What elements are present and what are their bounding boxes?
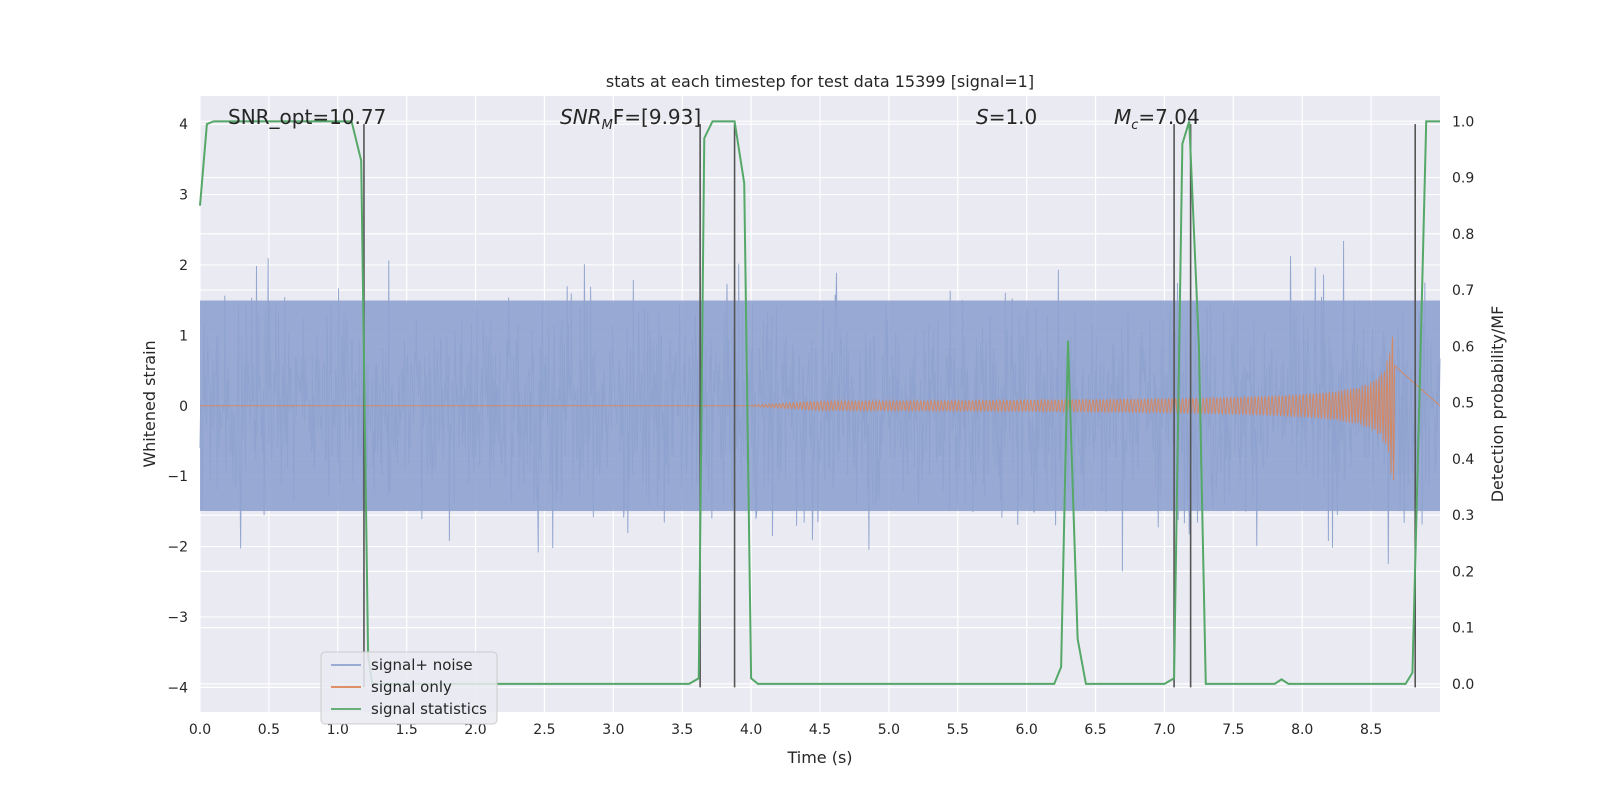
signal-only-line [200, 336, 1441, 481]
y-axis-right-label: Detection probability/MF [1488, 306, 1507, 503]
y-tick-label: −3 [167, 610, 188, 626]
x-tick-label: 2.5 [533, 722, 555, 738]
annotation-mc-rest: =7.04 [1138, 105, 1199, 129]
y-tick-label-right: 0.5 [1452, 396, 1474, 412]
y-tick-label-right: 0.1 [1452, 621, 1474, 637]
y-tick-label: −1 [167, 469, 188, 485]
x-tick-label: 1.5 [396, 722, 418, 738]
x-tick-label: 4.5 [809, 722, 831, 738]
x-tick-label: 8.0 [1291, 722, 1313, 738]
x-axis-ticks: 0.0 0.5 1.0 1.5 2.0 2.5 3.0 3.5 4.0 4.5 5.0 5.5 6.0 6… [189, 722, 1382, 738]
annotation-snr-mf-main: SNR [560, 105, 602, 129]
annotation-snr-opt: SNR_opt=10.77 [228, 105, 386, 129]
x-tick-label: 3.5 [671, 722, 693, 738]
x-tick-label: 5.5 [947, 722, 969, 738]
y-tick-label-right: 1.0 [1452, 114, 1474, 130]
y-tick-label-right: 0.4 [1452, 452, 1474, 468]
x-tick-label: 6.5 [1084, 722, 1106, 738]
y-tick-label: 0 [179, 399, 188, 415]
y-tick-label: −2 [167, 540, 188, 556]
legend-label-signal-statistics: signal statistics [371, 700, 487, 718]
y-axis-ticks: 4 3 2 1 0 −1 −2 −3 −4 [167, 117, 188, 696]
y-tick-label-right: 0.0 [1452, 677, 1474, 693]
annotation-mc-main: M [1114, 105, 1131, 129]
y-axis-label: Whitened strain [140, 340, 159, 467]
x-tick-label: 1.0 [327, 722, 349, 738]
x-tick-label: 3.0 [602, 722, 624, 738]
x-tick-label: 7.0 [1153, 722, 1175, 738]
annotation-snr-mf: SNRMF=[9.93] [560, 105, 701, 133]
y-tick-label-right: 0.2 [1452, 564, 1474, 580]
signal-statistics-line [199, 120, 1440, 685]
y-tick-label-right: 0.9 [1452, 171, 1474, 187]
y-tick-label: 3 [179, 188, 188, 204]
x-axis-label: Time (s) [786, 748, 852, 767]
signal-statistics-series [199, 120, 1440, 685]
annotation-snr-mf-rest: F=[9.93] [613, 105, 701, 129]
y-tick-label-right: 0.8 [1452, 227, 1474, 243]
x-tick-label: 5.0 [878, 722, 900, 738]
y-tick-label: 4 [179, 117, 188, 133]
x-tick-label: 8.5 [1360, 722, 1382, 738]
legend-label-signal-noise: signal+ noise [371, 656, 473, 674]
chart-title: stats at each timestep for test data 153… [606, 72, 1034, 91]
y-tick-label-right: 0.6 [1452, 339, 1474, 355]
annotation-s-rest: =1.0 [989, 105, 1038, 129]
annotation-snr-mf-sub: M [602, 118, 613, 133]
y-axis-right-ticks: 1.0 0.9 0.8 0.7 0.6 0.5 0.4 0.3 0.2 0.1 0.0 [1452, 114, 1474, 693]
y-tick-label-right: 0.7 [1452, 283, 1474, 299]
x-tick-label: 0.0 [189, 722, 211, 738]
x-tick-label: 2.0 [464, 722, 486, 738]
y-tick-label: 1 [179, 328, 188, 344]
y-tick-label: −4 [167, 680, 188, 696]
x-tick-label: 6.0 [1016, 722, 1038, 738]
annotation-s-main: S [976, 105, 989, 129]
annotations: SNR_opt=10.77 SNRMF=[9.93] S=1.0 Mc=7.04 [228, 105, 1200, 133]
x-tick-label: 4.0 [740, 722, 762, 738]
legend: signal+ noise signal only signal statist… [320, 651, 498, 725]
annotation-mc: Mc=7.04 [1114, 105, 1200, 133]
signal-only-series [200, 336, 1441, 481]
legend-box [320, 651, 498, 725]
annotation-s: S=1.0 [976, 105, 1037, 129]
y-tick-label: 2 [179, 258, 188, 274]
annotation-mc-sub: c [1131, 118, 1138, 133]
legend-label-signal-only: signal only [371, 678, 452, 696]
x-tick-label: 7.5 [1222, 722, 1244, 738]
y-tick-label-right: 0.3 [1452, 508, 1474, 524]
x-tick-label: 0.5 [258, 722, 280, 738]
